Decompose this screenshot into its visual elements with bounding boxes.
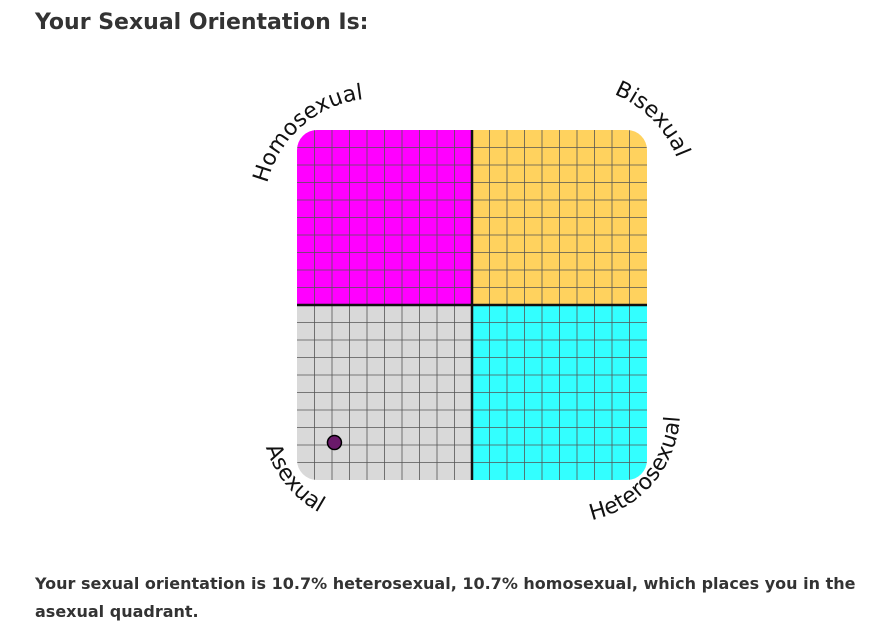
points-layer [326, 434, 343, 451]
orientation-chart: Homosexual Bisexual Asexual Heterosexual [249, 77, 695, 526]
page-title: Your Sexual Orientation Is: [35, 10, 369, 35]
result-text: Your sexual orientation is 10.7% heteros… [35, 574, 856, 621]
result-marker [326, 434, 343, 451]
